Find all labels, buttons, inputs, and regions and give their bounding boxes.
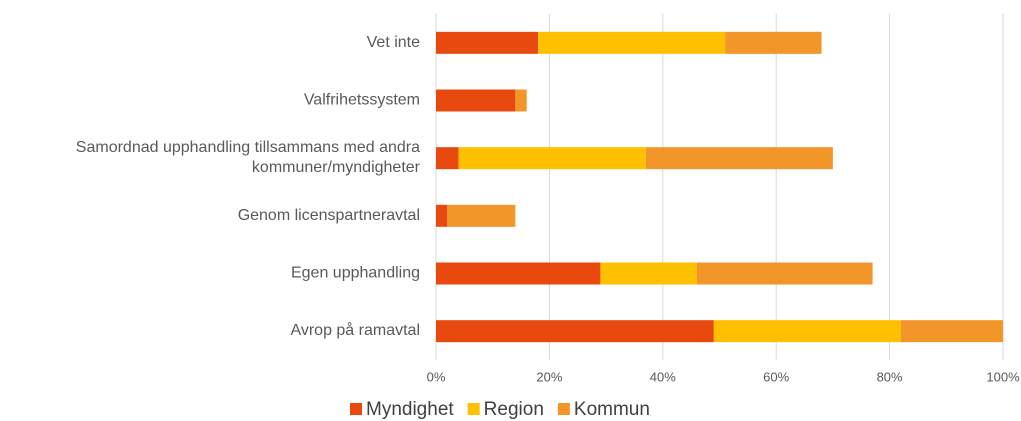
- x-tick-label: 80%: [877, 369, 903, 384]
- x-tick-label: 40%: [650, 369, 676, 384]
- bar-segment: [713, 320, 901, 343]
- y-tick-label: Avrop på ramavtal: [290, 321, 420, 339]
- y-tick-label: Egen upphandling: [291, 265, 420, 282]
- legend-label: Myndighet: [366, 399, 454, 420]
- bar-segment: [458, 147, 646, 170]
- bar-segment: [447, 204, 516, 227]
- x-tick-label: 60%: [763, 369, 789, 384]
- bar-segment: [900, 320, 1003, 343]
- legend-swatch: [350, 403, 362, 415]
- bar-segment: [436, 262, 601, 285]
- y-tick-label: Vet inte: [367, 34, 420, 51]
- y-tick-label: Genom licenspartneravtal: [238, 207, 420, 224]
- legend-swatch: [557, 403, 570, 415]
- bar-segment: [436, 204, 448, 227]
- bar-segment: [515, 89, 527, 112]
- bar-segment: [436, 31, 539, 54]
- bar-segment: [600, 262, 697, 285]
- legend-label: Kommun: [574, 399, 650, 420]
- y-tick-label: Valfrihetssystem: [304, 92, 420, 109]
- x-tick-label: 0%: [427, 369, 446, 384]
- bar-segment: [725, 31, 822, 54]
- x-tick-label: 100%: [986, 369, 1020, 384]
- legend-label: Region: [484, 399, 544, 420]
- bar-segment: [645, 147, 833, 170]
- bar-segment: [436, 320, 714, 343]
- y-tick-label: Samordnad upphandling tillsammans med an…: [76, 139, 421, 176]
- bar-segment: [696, 262, 873, 285]
- bar-segment: [436, 147, 459, 170]
- bar-segment: [538, 31, 726, 54]
- bar-segment: [436, 89, 516, 112]
- legend-swatch: [467, 403, 480, 415]
- x-tick-label: 20%: [536, 369, 562, 384]
